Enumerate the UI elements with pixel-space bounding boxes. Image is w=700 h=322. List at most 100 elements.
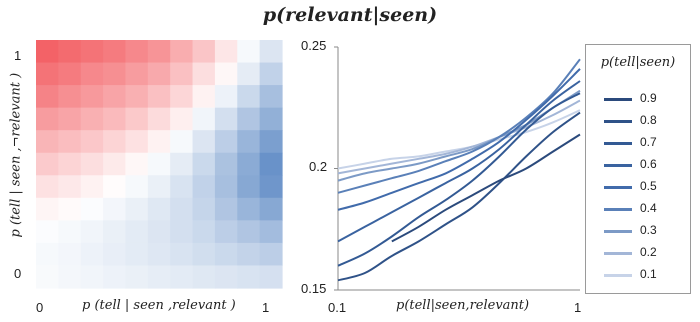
heatmap-cell (147, 152, 171, 176)
series-line-0.6 (337, 80, 581, 243)
heatmap-cell (58, 152, 82, 176)
line-y-tick-top: 0.25 (301, 38, 327, 53)
heatmap-cell (80, 220, 104, 244)
heatmap-cell (170, 130, 194, 154)
heatmap-cell (80, 40, 104, 64)
heatmap-cell (80, 175, 104, 199)
heatmap-x-tick-left: 0 (36, 300, 44, 315)
heatmap-cell (80, 62, 104, 86)
series-line-0.5 (337, 68, 581, 211)
heatmap-cell (36, 220, 59, 244)
heatmap-cell (147, 107, 171, 131)
heatmap-cell (192, 85, 216, 109)
heatmap-cell (80, 107, 104, 131)
heatmap-cell (259, 265, 283, 289)
heatmap-cell (214, 175, 238, 199)
legend-title: p(tell|seen) (600, 55, 676, 70)
heatmap-cell (80, 85, 104, 109)
legend-label: 0.7 (640, 135, 657, 149)
heatmap-cell (58, 107, 82, 131)
legend-label: 0.9 (640, 91, 657, 105)
heatmap-cell (125, 197, 149, 221)
heatmap-cell (259, 220, 283, 244)
heatmap-cell (214, 197, 238, 221)
heatmap-cell (237, 220, 261, 244)
legend-label: 0.2 (640, 245, 657, 259)
heatmap-cell (259, 130, 283, 154)
heatmap-cell (259, 197, 283, 221)
heatmap-cell (80, 152, 104, 176)
series-line-0.4 (337, 58, 581, 194)
heatmap-cell (192, 175, 216, 199)
heatmap-cell (214, 152, 238, 176)
heatmap-cell (103, 107, 127, 131)
heatmap-cell (103, 130, 127, 154)
heatmap-cell (36, 62, 59, 86)
heatmap-cell (125, 242, 149, 267)
legend-swatch (604, 98, 632, 101)
heatmap-cell (58, 220, 82, 244)
heatmap-cell (103, 197, 127, 221)
heatmap-cell (36, 40, 59, 64)
heatmap-cell (125, 130, 149, 154)
series-line-0.2 (337, 99, 581, 175)
heatmap-cell (237, 85, 261, 109)
heatmap-cell (170, 152, 194, 176)
heatmap-cell (192, 40, 216, 64)
legend-swatch (604, 186, 632, 189)
heatmap-y-tick-top: 1 (14, 48, 22, 63)
heatmap-cell (125, 152, 149, 176)
heatmap-cell (259, 242, 283, 267)
heatmap-cell (170, 40, 194, 64)
heatmap-x-tick-right: 1 (262, 300, 270, 315)
heatmap-cell (125, 62, 149, 86)
heatmap-cell (237, 130, 261, 154)
heatmap-cell (36, 265, 59, 289)
heatmap-cell (80, 130, 104, 154)
heatmap-cell (58, 242, 82, 267)
heatmap-cell (103, 242, 127, 267)
heatmap-cell (259, 152, 283, 176)
heatmap-cell (170, 197, 194, 221)
heatmap-cell (58, 40, 82, 64)
heatmap-cell (58, 265, 82, 289)
heatmap-cell (147, 130, 171, 154)
heatmap-cell (103, 220, 127, 244)
heatmap-cell (147, 220, 171, 244)
heatmap-cell (36, 152, 59, 176)
heatmap-cell (259, 40, 283, 64)
legend-swatch (604, 230, 632, 233)
legend-label: 0.1 (640, 267, 657, 281)
heatmap-cell (214, 85, 238, 109)
heatmap-cell (147, 85, 171, 109)
heatmap-cell (214, 242, 238, 267)
heatmap-cell (36, 85, 59, 109)
legend-label: 0.4 (640, 201, 657, 215)
heatmap-cell (147, 62, 171, 86)
heatmap-cell (214, 130, 238, 154)
heatmap-cell (36, 242, 59, 267)
heatmap-cell (192, 242, 216, 267)
legend-swatch (604, 208, 632, 211)
heatmap-cell (170, 220, 194, 244)
series-line-0.3 (337, 89, 581, 182)
legend-swatch (604, 142, 632, 145)
heatmap-cell (103, 40, 127, 64)
heatmap-cell (125, 40, 149, 64)
heatmap-cell (125, 85, 149, 109)
heatmap-cell (80, 265, 104, 289)
series-line-0.9 (391, 133, 581, 243)
heatmap-cell (237, 242, 261, 267)
heatmap-cell (36, 197, 59, 221)
heatmap-cell (147, 40, 171, 64)
heatmap-cell (125, 220, 149, 244)
heatmap-cell (103, 265, 127, 289)
heatmap-cell (147, 175, 171, 199)
heatmap-cell (259, 107, 283, 131)
series-line-0.7 (337, 92, 581, 267)
chart-title: p(relevant|seen) (262, 4, 438, 26)
legend-swatch (604, 274, 632, 277)
heatmap-cell (80, 197, 104, 221)
heatmap-cell (237, 152, 261, 176)
